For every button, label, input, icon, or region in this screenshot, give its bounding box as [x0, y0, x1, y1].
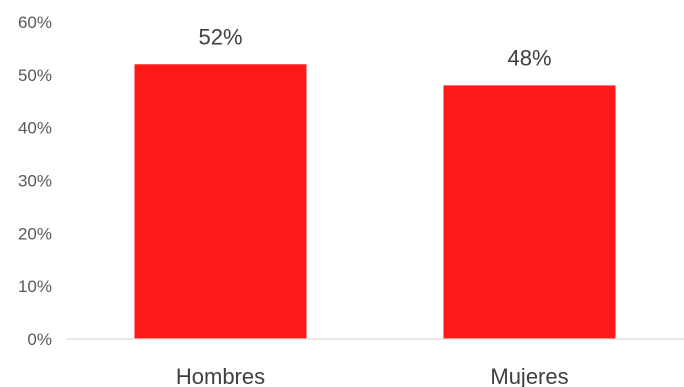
bar-hombres: [134, 64, 307, 340]
y-tick-label: 30%: [18, 172, 52, 191]
data-labels: 52% 48%: [198, 24, 551, 70]
category-label-mujeres: Mujeres: [490, 364, 568, 387]
category-label-hombres: Hombres: [176, 364, 265, 387]
bars: [134, 64, 616, 340]
y-tick-label: 60%: [18, 13, 52, 32]
data-label-hombres: 52%: [198, 24, 242, 49]
data-label-mujeres: 48%: [507, 45, 551, 70]
bar-mujeres: [443, 85, 616, 340]
y-tick-label: 40%: [18, 119, 52, 138]
y-tick-label: 50%: [18, 66, 52, 85]
y-tick-label: 20%: [18, 224, 52, 243]
y-tick-label: 10%: [18, 277, 52, 296]
y-axis-tick-labels: 0% 10% 20% 30% 40% 50% 60%: [18, 13, 52, 349]
category-labels: Hombres Mujeres: [176, 364, 569, 387]
y-tick-label: 0%: [27, 330, 52, 349]
